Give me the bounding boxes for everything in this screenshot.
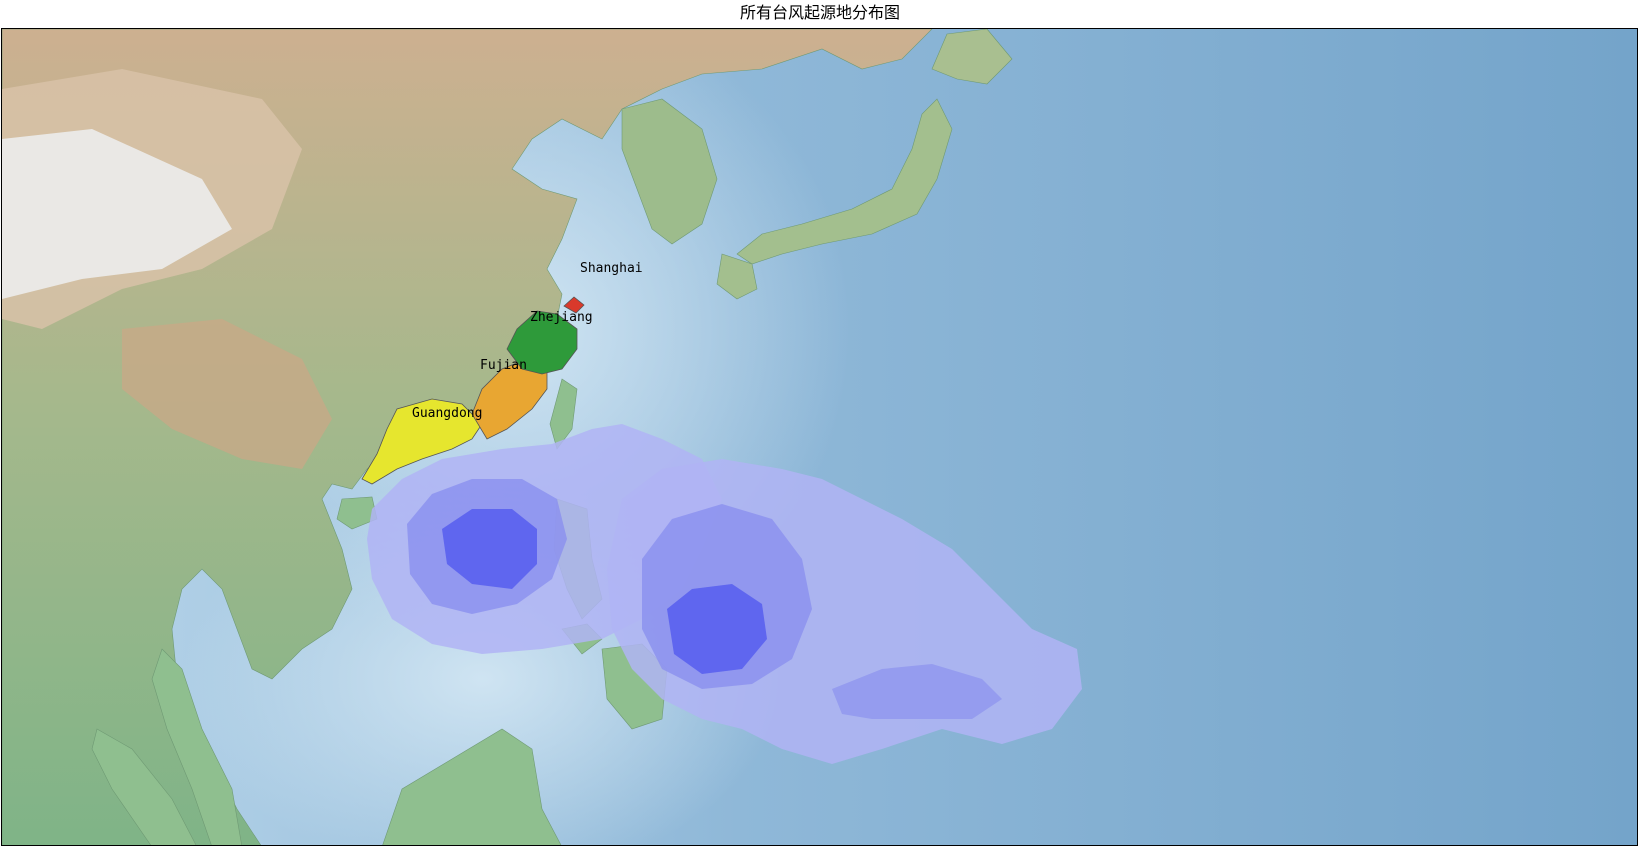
snow-peaks [2, 129, 232, 299]
province-zhejiang [506, 310, 578, 375]
japan-kyushu [716, 253, 758, 300]
taiwan [549, 378, 578, 450]
hainan [336, 496, 378, 530]
sumatra [91, 728, 197, 845]
japan-hokkaido [931, 29, 1013, 85]
province-label-zhejiang: Zhejiang [530, 310, 593, 325]
yunnan-highlands [122, 319, 332, 469]
malay-peninsula [151, 648, 242, 845]
density-high-east [667, 584, 767, 674]
density-high-west [442, 509, 537, 589]
province-fujian [471, 358, 548, 440]
density-mid-southeast [832, 664, 1002, 719]
province-shanghai [563, 296, 585, 314]
map-svg: Shanghai Zhejiang Fujian Guangdong [2, 29, 1637, 845]
province-label-fujian: Fujian [480, 358, 527, 373]
map-canvas[interactable]: Shanghai Zhejiang Fujian Guangdong [1, 28, 1638, 846]
japan-honshu [736, 98, 953, 265]
borneo [382, 728, 562, 845]
korean-peninsula [621, 98, 718, 245]
province-label-guangdong: Guangdong [412, 406, 482, 421]
province-label-shanghai: Shanghai [580, 261, 643, 276]
map-title: 所有台风起源地分布图 [739, 3, 900, 22]
